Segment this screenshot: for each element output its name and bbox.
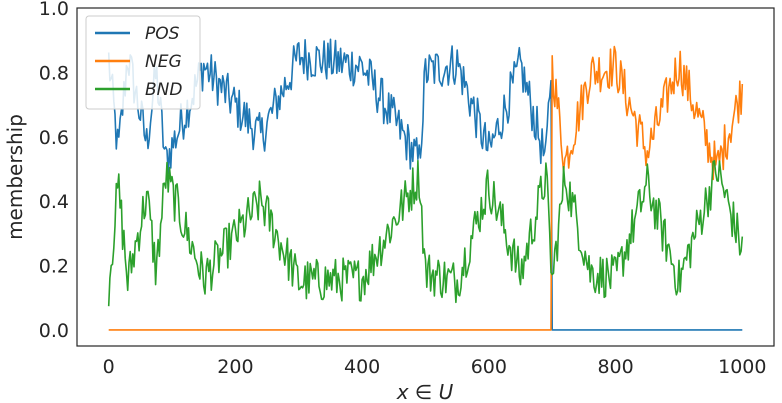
y-axis-label: membership	[3, 114, 27, 240]
y-tick-label: 1.0	[39, 0, 69, 20]
y-tick-label: 0.2	[39, 256, 69, 278]
series-line-bnd	[107, 159, 744, 307]
y-tick-label: 0.6	[39, 127, 69, 149]
y-tick-label: 0.0	[39, 320, 69, 342]
legend-label-bnd: BND	[145, 80, 182, 100]
series-line-neg	[108, 45, 744, 331]
x-axis-label: x ∈ U	[396, 380, 454, 403]
x-tick-label: 800	[597, 356, 633, 378]
legend-label-neg: NEG	[145, 52, 182, 72]
legend-box	[85, 15, 201, 110]
ticks-layer: 0 200 400 600 800 1000 0.0 0.2 0.4 0.6 0.8 1.0	[39, 0, 767, 378]
x-tick-label: 0	[103, 356, 115, 378]
y-tick-label: 0.8	[39, 62, 69, 84]
series-layer	[107, 38, 744, 331]
plot-frame	[76, 7, 775, 347]
x-tick-label: 200	[217, 356, 253, 378]
legend-label-pos: POS	[145, 24, 180, 44]
legend: POS NEG BND	[85, 15, 201, 110]
x-tick-label: 600	[471, 356, 507, 378]
x-tick-label: 400	[344, 356, 380, 378]
y-tick-label: 0.4	[39, 191, 69, 213]
series-line-pos	[107, 38, 743, 331]
x-tick-label: 1000	[718, 356, 766, 378]
